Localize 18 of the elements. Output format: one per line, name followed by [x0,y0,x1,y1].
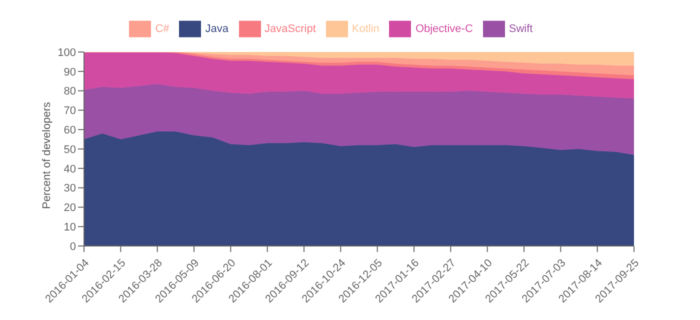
y-axis-title: Percent of developers [40,101,53,209]
legend-label: Java [205,22,229,35]
y-tick-label: 40 [64,163,76,176]
y-tick-label: 10 [64,222,76,234]
y-tick-label: 70 [64,105,76,118]
legend-label: Swift [508,22,533,35]
legend-label: JavaScript [264,22,316,35]
legend-label: Kotlin [352,22,380,35]
y-tick-label: 100 [58,46,76,59]
y-tick-label: 30 [64,182,76,195]
y-tick-label: 90 [64,66,76,78]
y-tick-label: 60 [64,124,76,137]
y-tick-label: 0 [70,240,76,253]
y-tick-label: 20 [64,202,76,214]
y-tick-label: 80 [64,86,76,98]
y-tick-label: 50 [64,144,76,156]
legend-label: Objective-C [415,22,473,35]
legend-label: C# [155,22,170,35]
